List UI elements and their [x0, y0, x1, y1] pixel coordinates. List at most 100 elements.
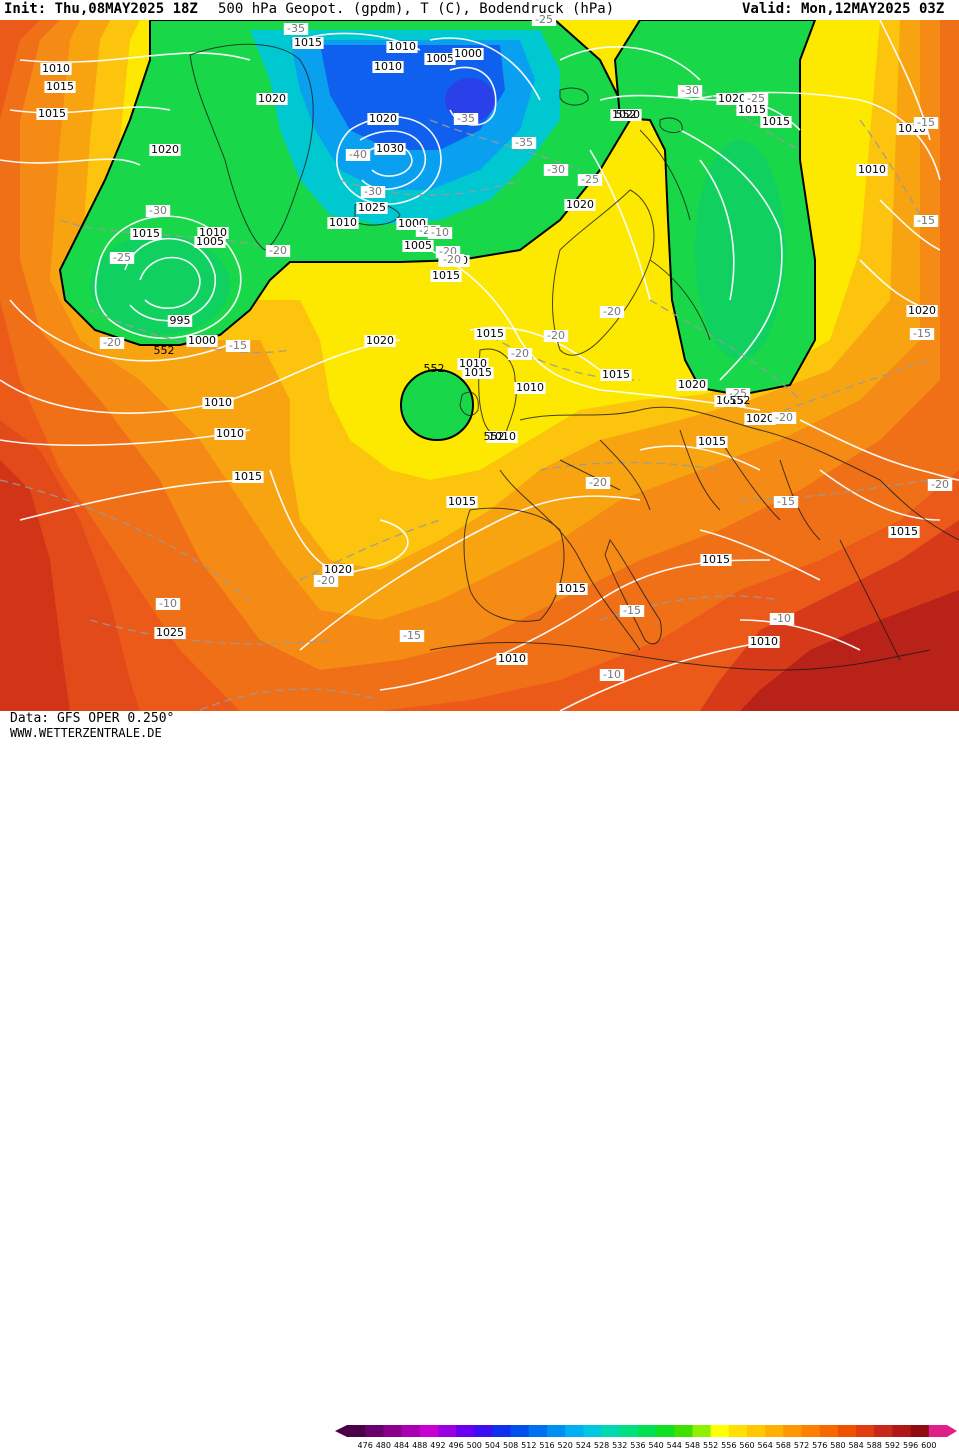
legend-swatch: [637, 1425, 657, 1437]
legend-swatch: [728, 1425, 748, 1437]
temperature-label: -30: [145, 204, 171, 217]
pressure-label: 1015: [44, 80, 76, 93]
pressure-value: 1015: [464, 366, 492, 379]
contour-value: 552: [484, 430, 505, 443]
temperature-value: -15: [229, 339, 247, 352]
legend-swatch: [401, 1425, 421, 1437]
pressure-label: 1005: [194, 235, 226, 248]
temperature-value: -20: [589, 476, 607, 489]
pressure-value: 1020: [718, 92, 746, 105]
legend-swatch: [874, 1425, 893, 1437]
contour-labels: 552 552 552 552 552: [154, 108, 751, 443]
contour-label: 552: [484, 430, 505, 443]
contour-value: 552: [154, 344, 175, 357]
temperature-value: -30: [547, 163, 565, 176]
coastlines: [189, 43, 959, 671]
pressure-value: 1010: [42, 62, 70, 75]
temperature-label: -10: [599, 668, 625, 681]
legend-swatch: [783, 1425, 803, 1437]
pressure-value: 1010: [459, 357, 487, 370]
pressure-value: 1015: [46, 80, 74, 93]
pressure-value: 1015: [476, 327, 504, 340]
legend-arrow-high: [947, 1425, 957, 1437]
legend-swatch: [583, 1425, 603, 1437]
temperature-value: -30: [149, 204, 167, 217]
legend-tick-label: 556: [721, 1441, 736, 1450]
temperature-label: -15: [619, 604, 645, 617]
contour-label: 552: [424, 362, 445, 375]
pressure-label: 1010: [386, 40, 418, 53]
pressure-label: 1025: [356, 201, 388, 214]
temperature-label: -25: [531, 13, 557, 26]
pressure-label: 1010: [372, 60, 404, 73]
temperature-label: -10: [769, 612, 795, 625]
pressure-value: 1020: [324, 563, 352, 576]
legend-swatch: [656, 1425, 675, 1437]
pressure-value: 1010: [388, 40, 416, 53]
pressure-label: 1020: [610, 108, 642, 121]
legend-tick-label: 480: [376, 1441, 391, 1450]
pressure-label: 1010: [856, 163, 888, 176]
pressure-value: 1020: [746, 412, 774, 425]
temperature-value: -10: [773, 612, 791, 625]
legend-tick-label: 536: [630, 1441, 645, 1450]
init-time: Init: Thu,08MAY2025 18Z: [4, 1, 198, 17]
temperature-value: -35: [287, 22, 305, 35]
legend-swatch: [710, 1425, 730, 1437]
field-584-west: [0, 460, 70, 711]
temperature-label: -20: [265, 244, 291, 257]
pressure-value: 1000: [188, 334, 216, 347]
legend-swatch: [819, 1425, 839, 1437]
pressure-label: 995: [167, 314, 193, 327]
temperature-value: -15: [917, 116, 935, 129]
legend-tick-label: 512: [521, 1441, 536, 1450]
pressure-value: 1015: [432, 269, 460, 282]
pressure-label: 1025: [154, 626, 186, 639]
temperature-label: -15: [399, 629, 425, 642]
legend-tick-label: 500: [467, 1441, 482, 1450]
pressure-value: 1010: [516, 381, 544, 394]
pressure-label: 1020: [256, 92, 288, 105]
pressure-label: 1015: [292, 36, 324, 49]
temperature-value: -20: [931, 478, 949, 491]
pressure-value: 995: [170, 314, 191, 327]
temperature-label: -15: [225, 339, 251, 352]
pressure-label: 1015: [462, 366, 494, 379]
contour-value: 552: [730, 394, 751, 407]
pressure-label: 1020: [364, 334, 396, 347]
color-legend: 476 480 484 488 492 496 500 504 508 512 516 520 524 5…: [335, 1425, 957, 1450]
pressure-label: 1020: [906, 304, 938, 317]
legend-swatch: [892, 1425, 912, 1437]
legend-swatch: [765, 1425, 784, 1437]
pressure-value: 1020: [366, 334, 394, 347]
pressure-label: 1015: [760, 115, 792, 128]
contour-label: 552: [154, 344, 175, 357]
pressure-label: 1020: [564, 198, 596, 211]
legend-tick-label: 476: [358, 1441, 373, 1450]
pressure-value: 1020: [908, 304, 936, 317]
pressure-label: 1010: [496, 652, 528, 665]
temperature-value: -25: [747, 92, 765, 105]
legend-tick-label: 520: [558, 1441, 573, 1450]
legend-tick-label: 544: [667, 1441, 682, 1450]
legend-swatch: [547, 1425, 566, 1437]
temperature-label: -25: [725, 387, 751, 400]
legend-swatch: [619, 1425, 639, 1437]
temperature-label: -10: [427, 226, 453, 239]
pressure-value: 1010: [858, 163, 886, 176]
contour-label: 552: [730, 394, 751, 407]
temperature-label: -15: [913, 214, 939, 227]
pressure-value: 1030: [376, 142, 404, 155]
pressure-label: 1010: [748, 635, 780, 648]
temperature-label: -20: [771, 411, 797, 424]
temperature-value: -25: [113, 251, 131, 264]
temperature-value: -15: [623, 604, 641, 617]
pressure-value: 1020: [151, 143, 179, 156]
pressure-value: 1015: [890, 525, 918, 538]
temperature-value: -35: [457, 112, 475, 125]
legend-tick-label: 560: [739, 1441, 754, 1450]
pressure-value: 1020: [612, 108, 640, 121]
pressure-value: 1015: [132, 227, 160, 240]
temperature-value: -20: [317, 574, 335, 587]
